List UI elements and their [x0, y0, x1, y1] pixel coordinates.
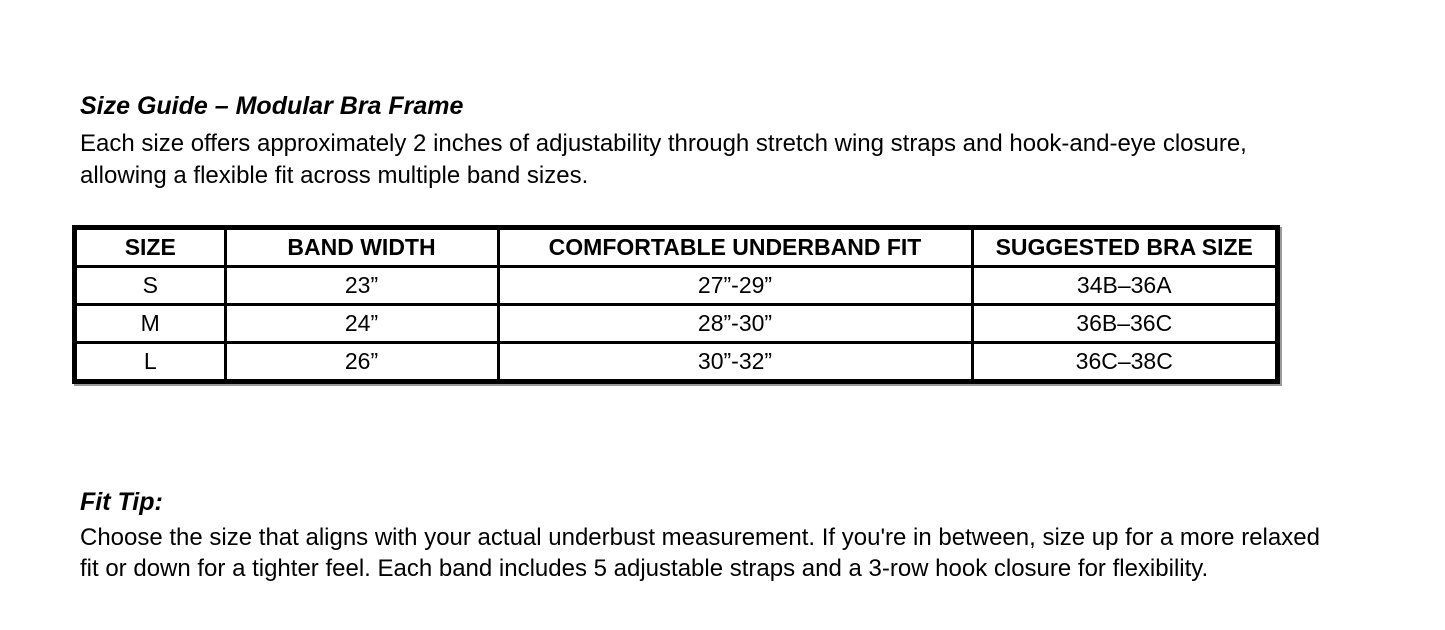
cell-underband-fit: 30”-32” [496, 341, 974, 381]
cell-band-width: 26” [223, 341, 500, 381]
cell-band-width: 23” [223, 265, 500, 306]
cell-underband-fit: 27”-29” [496, 265, 974, 306]
cell-underband-fit: 28”-30” [496, 303, 974, 344]
cell-bra-size: 34B–36A [970, 265, 1277, 306]
table-row-size-m: M 24” 28”-30” 36B–36C [75, 303, 1277, 344]
cell-size: L [75, 341, 227, 381]
cell-size: S [75, 265, 227, 306]
column-header-band-width: BAND WIDTH [223, 228, 500, 268]
table-header-row: SIZE BAND WIDTH COMFORTABLE UNDERBAND FI… [75, 228, 1277, 268]
table-row-size-l: L 26” 30”-32” 36C–38C [75, 341, 1277, 381]
cell-bra-size: 36C–38C [970, 341, 1277, 381]
table-row-size-s: S 23” 27”-29” 34B–36A [75, 265, 1277, 306]
size-guide-table: SIZE BAND WIDTH COMFORTABLE UNDERBAND FI… [75, 228, 1277, 381]
intro-paragraph: Each size offers approximately 2 inches … [80, 130, 1247, 189]
cell-bra-size: 36B–36C [970, 303, 1277, 344]
fit-tip-paragraph: Choose the size that aligns with your ac… [80, 524, 1320, 582]
column-header-size: SIZE [75, 228, 227, 268]
cell-size: M [75, 303, 227, 344]
page-title: Size Guide – Modular Bra Frame [80, 91, 464, 120]
column-header-bra-size: SUGGESTED BRA SIZE [970, 228, 1277, 268]
size-guide-table-frame: SIZE BAND WIDTH COMFORTABLE UNDERBAND FI… [72, 225, 1280, 384]
column-header-underband-fit: COMFORTABLE UNDERBAND FIT [496, 228, 974, 268]
fit-tip-heading: Fit Tip: [80, 487, 163, 516]
cell-band-width: 24” [223, 303, 500, 344]
